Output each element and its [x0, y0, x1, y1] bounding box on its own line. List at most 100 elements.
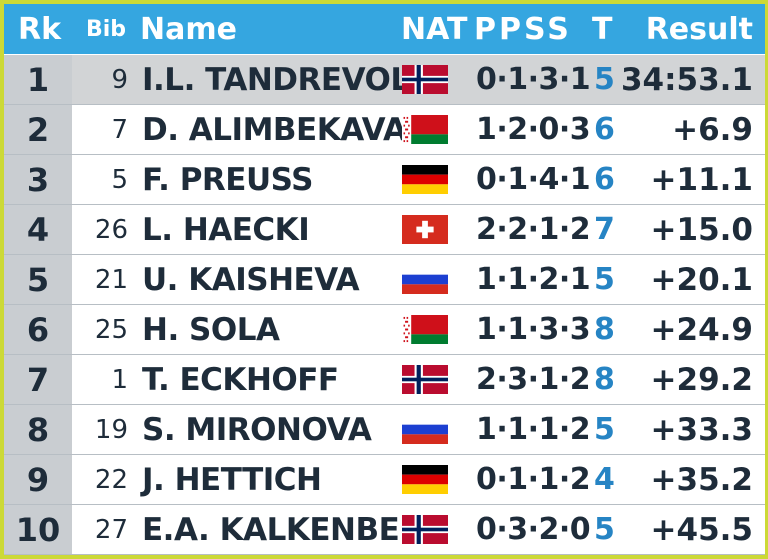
table-row: 1 9 I.L. TANDREVOLD 0·1·3·1 5 34:53.1	[4, 55, 765, 105]
row-body: 1 T. ECKHOFF 2·3·1·2 8 +29.2	[72, 355, 765, 404]
total-misses: 5	[594, 512, 615, 547]
header-total: T	[592, 12, 613, 47]
result-time: +24.9	[650, 312, 753, 348]
bib-number: 7	[111, 115, 128, 145]
nor-flag-icon	[402, 365, 448, 394]
result-time: +45.5	[650, 512, 753, 548]
shooting-misses: 0·3·2·0	[476, 512, 591, 547]
bib-number: 1	[111, 365, 128, 395]
row-body: 9 I.L. TANDREVOLD 0·1·3·1 5 34:53.1	[72, 55, 765, 104]
result-time: +20.1	[650, 262, 753, 298]
results-list: 1 9 I.L. TANDREVOLD 0·1·3·1 5 34:53.1 2 7 D. ALI…	[4, 55, 765, 555]
shooting-misses: 1·1·3·3	[476, 312, 591, 347]
bib-number: 27	[94, 515, 128, 545]
shooting-misses: 1·1·2·1	[476, 262, 591, 297]
rank-cell: 9	[4, 455, 72, 504]
shooting-misses: 0·1·4·1	[476, 162, 591, 197]
rank-cell: 8	[4, 405, 72, 454]
bib-number: 26	[94, 215, 128, 245]
athlete-name: D. ALIMBEKAVA	[142, 112, 407, 148]
bib-number: 25	[94, 315, 128, 345]
rank-cell: 6	[4, 305, 72, 354]
rank-cell: 2	[4, 105, 72, 154]
total-misses: 5	[594, 62, 615, 97]
athlete-name: U. KAISHEVA	[142, 262, 360, 298]
shooting-misses: 2·3·1·2	[476, 362, 591, 397]
row-body: 22 J. HETTICH 0·1·1·2 4 +35.2	[72, 455, 765, 504]
bib-number: 19	[94, 415, 128, 445]
row-body: 5 F. PREUSS 0·1·4·1 6 +11.1	[72, 155, 765, 204]
shooting-misses: 1·1·1·2	[476, 412, 591, 447]
rank-cell: 10	[4, 505, 72, 554]
row-body: 27 E.A. KALKENBERG 0·3·2·0 5 +45.5	[72, 505, 765, 554]
table-row: 6 25 H. SOLA 1·1·3·3 8 +24.9	[4, 305, 765, 355]
table-row: 2 7 D. ALIMBEKAVA 1·2·0·3 6 +6.9	[4, 105, 765, 155]
total-misses: 5	[594, 262, 615, 297]
table-row: 10 27 E.A. KALKENBERG 0·3·2·0 5 +45.5	[4, 505, 765, 555]
row-body: 21 U. KAISHEVA 1·1·2·1 5 +20.1	[72, 255, 765, 304]
rank-cell: 7	[4, 355, 72, 404]
table-header: Rk Bib Name NAT PPSS T Result	[4, 4, 765, 54]
rank-cell: 3	[4, 155, 72, 204]
result-time: +33.3	[650, 412, 753, 448]
bib-number: 9	[111, 65, 128, 95]
result-time: 34:53.1	[620, 62, 753, 98]
rank-cell: 4	[4, 205, 72, 254]
table-row: 5 21 U. KAISHEVA 1·1·2·1 5 +20.1	[4, 255, 765, 305]
athlete-name: E.A. KALKENBERG	[142, 512, 448, 548]
rus-flag-icon	[402, 265, 448, 294]
rus-flag-icon	[402, 415, 448, 444]
athlete-name: L. HAECKI	[142, 212, 310, 248]
results-board: Rk Bib Name NAT PPSS T Result 1 9 I.L. TAN…	[4, 4, 765, 555]
table-row: 4 26 L. HAECKI 2·2·1·2 7 +15.0	[4, 205, 765, 255]
header-result: Result	[645, 12, 753, 47]
header-bib: Bib	[86, 17, 127, 42]
row-body: 7 D. ALIMBEKAVA 1·2·0·3 6 +6.9	[72, 105, 765, 154]
blr-flag-icon	[402, 315, 448, 344]
table-row: 3 5 F. PREUSS 0·1·4·1 6 +11.1	[4, 155, 765, 205]
bib-number: 21	[94, 265, 128, 295]
total-misses: 5	[594, 412, 615, 447]
table-row: 8 19 S. MIRONOVA 1·1·1·2 5 +33.3	[4, 405, 765, 455]
bib-number: 22	[94, 465, 128, 495]
result-time: +35.2	[650, 462, 753, 498]
athlete-name: H. SOLA	[142, 312, 280, 348]
total-misses: 6	[594, 162, 615, 197]
header-shooting: PPSS	[474, 12, 572, 47]
shooting-misses: 2·2·1·2	[476, 212, 591, 247]
result-time: +29.2	[650, 362, 753, 398]
header-nat: NAT	[401, 12, 468, 47]
athlete-name: S. MIRONOVA	[142, 412, 372, 448]
shooting-misses: 0·1·3·1	[476, 62, 591, 97]
blr-flag-icon	[402, 115, 448, 144]
nor-flag-icon	[402, 65, 448, 94]
result-time: +15.0	[650, 212, 753, 248]
athlete-name: F. PREUSS	[142, 162, 313, 198]
athlete-name: I.L. TANDREVOLD	[142, 62, 435, 98]
result-time: +11.1	[650, 162, 753, 198]
row-body: 26 L. HAECKI 2·2·1·2 7 +15.0	[72, 205, 765, 254]
bib-number: 5	[111, 165, 128, 195]
total-misses: 4	[594, 462, 615, 497]
ger-flag-icon	[402, 165, 448, 194]
row-body: 25 H. SOLA 1·1·3·3 8 +24.9	[72, 305, 765, 354]
total-misses: 8	[594, 312, 615, 347]
rank-cell: 5	[4, 255, 72, 304]
rank-cell: 1	[4, 55, 72, 104]
nor-flag-icon	[402, 515, 448, 544]
athlete-name: J. HETTICH	[142, 462, 322, 498]
shooting-misses: 1·2·0·3	[476, 112, 591, 147]
sui-flag-icon	[402, 215, 448, 244]
total-misses: 6	[594, 112, 615, 147]
header-name: Name	[140, 12, 237, 47]
header-rank: Rk	[18, 12, 62, 47]
ger-flag-icon	[402, 465, 448, 494]
athlete-name: T. ECKHOFF	[142, 362, 339, 398]
total-misses: 8	[594, 362, 615, 397]
total-misses: 7	[594, 212, 615, 247]
table-row: 9 22 J. HETTICH 0·1·1·2 4 +35.2	[4, 455, 765, 505]
table-row: 7 1 T. ECKHOFF 2·3·1·2 8 +29.2	[4, 355, 765, 405]
shooting-misses: 0·1·1·2	[476, 462, 591, 497]
result-time: +6.9	[672, 112, 753, 148]
row-body: 19 S. MIRONOVA 1·1·1·2 5 +33.3	[72, 405, 765, 454]
